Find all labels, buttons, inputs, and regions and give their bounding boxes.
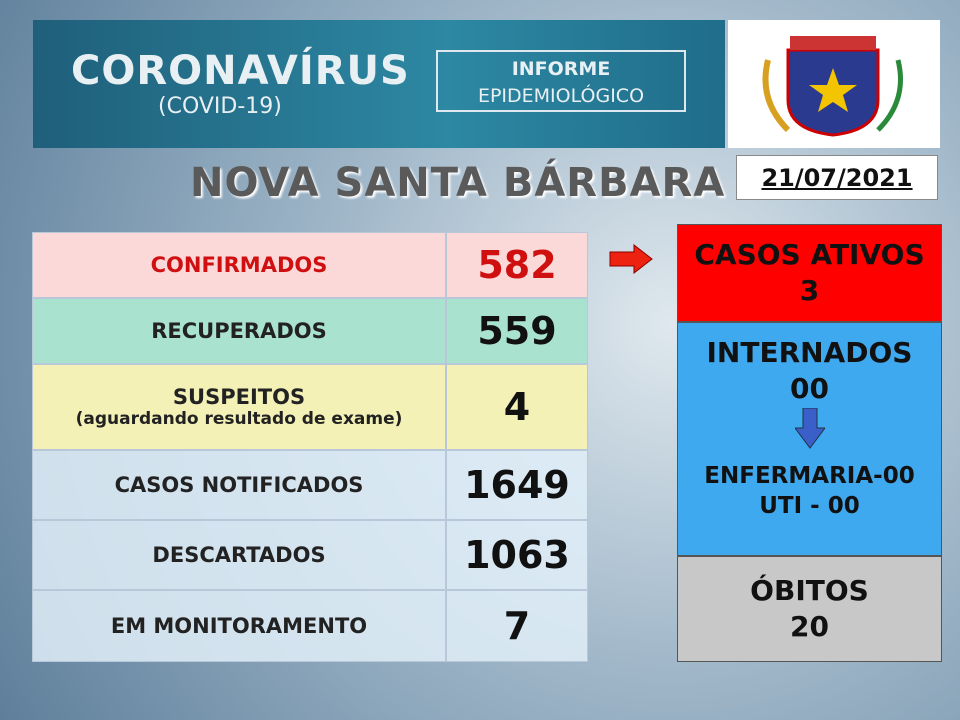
row-value-cell: 1063	[446, 520, 588, 590]
hospitalized-label: INTERNADOS	[706, 336, 913, 369]
badge: INFORME EPIDEMIOLÓGICO	[436, 50, 686, 112]
row-label-cell: CASOS NOTIFICADOS	[32, 450, 446, 520]
row-label: DESCARTADOS	[152, 543, 326, 567]
header-title: CORONAVÍRUS	[71, 48, 410, 94]
hospitalized-box: INTERNADOS 00 ENFERMARIA-00 UTI - 00	[677, 322, 942, 556]
row-value: 1063	[464, 533, 570, 577]
arrow-right	[609, 244, 653, 274]
row-label: CONFIRMADOS	[150, 253, 328, 277]
row-label: CASOS NOTIFICADOS	[114, 473, 364, 497]
row-note: (aguardando resultado de exame)	[75, 409, 403, 429]
row-label: EM MONITORAMENTO	[110, 614, 368, 638]
logo	[728, 20, 940, 148]
icu: UTI - 00	[759, 492, 860, 519]
row-label: RECUPERADOS	[151, 319, 327, 343]
deaths-value: 20	[790, 610, 829, 643]
coat-of-arms	[762, 36, 903, 137]
city-title: NOVA SANTA BÁRBARA	[190, 160, 726, 206]
row-label-cell: EM MONITORAMENTO	[32, 590, 446, 662]
active-value: 3	[799, 274, 820, 307]
badge-line: INFORME	[511, 58, 611, 80]
row-label-cell: RECUPERADOS	[32, 298, 446, 364]
deaths-label: ÓBITOS	[750, 573, 869, 607]
row-label-cell: SUSPEITOS (aguardando resultado de exame)	[32, 364, 446, 450]
row-value-cell: 4	[446, 364, 588, 450]
row-value: 582	[477, 243, 557, 287]
row-label: SUSPEITOS	[172, 385, 306, 409]
row-value-cell: 1649	[446, 450, 588, 520]
row-label-cell: CONFIRMADOS	[32, 232, 446, 298]
row-value: 7	[503, 604, 531, 648]
row-value-cell: 582	[446, 232, 588, 298]
header-subtitle: (COVID-19)	[158, 94, 282, 119]
row-value: 559	[477, 309, 557, 353]
row-value: 4	[503, 385, 531, 429]
row-value: 1649	[464, 463, 570, 507]
deaths-box: ÓBITOS 20	[677, 556, 942, 662]
active-box: CASOS ATIVOS 3	[677, 224, 942, 322]
arrow-down	[794, 407, 825, 449]
banner: CORONAVÍRUS (COVID-19) INFORME EPIDEMIOL…	[33, 20, 725, 148]
row-label-cell: DESCARTADOS	[32, 520, 446, 590]
badge-line: EPIDEMIOLÓGICO	[477, 85, 645, 107]
active-label: CASOS ATIVOS	[694, 237, 925, 271]
row-value-cell: 7	[446, 590, 588, 662]
date: 21/07/2021	[736, 155, 938, 200]
hospitalized-value: 00	[790, 372, 829, 406]
ward: ENFERMARIA-00	[704, 462, 915, 489]
row-value-cell: 559	[446, 298, 588, 364]
